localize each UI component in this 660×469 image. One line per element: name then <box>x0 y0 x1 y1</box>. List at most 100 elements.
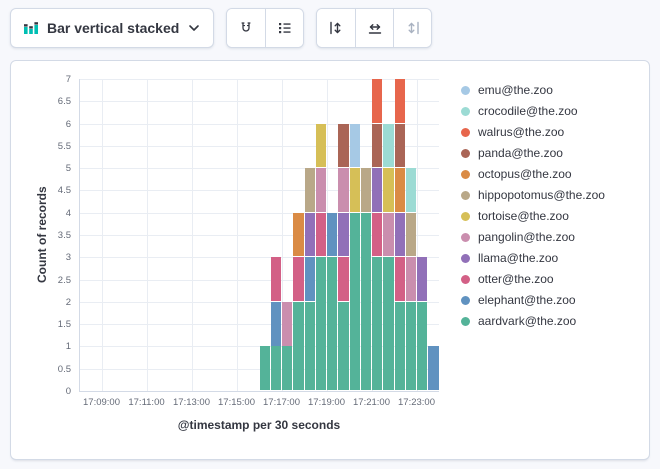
legend-item-label: tortoise@the.zoo <box>478 209 569 223</box>
bar-segment-elephant[interactable] <box>270 301 281 346</box>
x-tick-label: 17:09:00 <box>83 397 120 408</box>
bar-segment-elephant[interactable] <box>327 212 338 257</box>
bar-segment-otter[interactable] <box>270 257 281 302</box>
bar-segment-otter[interactable] <box>338 257 349 302</box>
bar-segment-hippopotomus[interactable] <box>405 212 416 257</box>
legend-item-label: pangolin@the.zoo <box>478 230 575 244</box>
bar-segment-aardvark[interactable] <box>338 301 349 391</box>
bar-segment-llama[interactable] <box>394 212 405 257</box>
bar-segment-panda[interactable] <box>338 123 349 168</box>
legend-color-dot <box>461 106 470 116</box>
bar-segment-aardvark[interactable] <box>282 346 293 391</box>
visual-options-button[interactable] <box>227 9 266 47</box>
bar-segment-otter[interactable] <box>315 212 326 257</box>
legend-item-label: crocodile@the.zoo <box>478 104 578 118</box>
bar-segment-crocodile[interactable] <box>405 168 416 212</box>
y-tick-label: 0.5 <box>57 363 71 375</box>
x-axis-title: @timestamp per 30 seconds <box>177 418 341 432</box>
legend-item-label: aardvark@the.zoo <box>478 314 577 328</box>
bar-segment-pangolin[interactable] <box>315 168 326 212</box>
bar-segment-aardvark[interactable] <box>405 301 416 391</box>
bar-stacked-icon <box>23 20 39 36</box>
legend-item[interactable]: walrus@the.zoo <box>461 125 605 139</box>
y-gridline <box>79 145 439 147</box>
y-gridline <box>79 190 439 192</box>
bottom-axis-button[interactable] <box>355 9 394 47</box>
bar-segment-pangolin[interactable] <box>405 257 416 302</box>
bar-segment-aardvark[interactable] <box>417 301 428 391</box>
bar-segment-panda[interactable] <box>394 123 405 168</box>
chart-type-dropdown[interactable]: Bar vertical stacked <box>10 8 215 48</box>
legend-item[interactable]: crocodile@the.zoo <box>461 104 605 118</box>
legend-color-dot <box>461 295 470 305</box>
x-tick-label: 17:21:00 <box>353 397 390 408</box>
bar-segment-aardvark[interactable] <box>394 301 405 391</box>
y-gridline <box>79 168 439 170</box>
x-gridline <box>191 79 193 391</box>
bar-segment-otter[interactable] <box>394 257 405 302</box>
legend-item[interactable]: otter@the.zoo <box>461 272 605 286</box>
bar-segment-pangolin[interactable] <box>383 212 394 257</box>
legend-item[interactable]: llama@the.zoo <box>461 251 605 265</box>
x-tick-label: 17:13:00 <box>173 397 210 408</box>
bar-segment-otter[interactable] <box>293 257 304 302</box>
bar-segment-octopus[interactable] <box>293 212 304 257</box>
legend-color-dot <box>461 274 470 284</box>
y-tick-label: 7 <box>65 74 71 85</box>
y-gridline <box>79 301 439 303</box>
bar-segment-aardvark[interactable] <box>372 257 383 391</box>
bar-segment-aardvark[interactable] <box>383 257 394 391</box>
legend-item[interactable]: hippopotomus@the.zoo <box>461 188 605 202</box>
bar-segment-llama[interactable] <box>304 212 315 257</box>
bar-segment-aardvark[interactable] <box>360 212 371 391</box>
y-tick-label: 6 <box>65 118 71 130</box>
bar-segment-aardvark[interactable] <box>270 346 281 391</box>
bar-segment-octopus[interactable] <box>394 168 405 212</box>
bar-segment-aardvark[interactable] <box>349 212 360 391</box>
bar-segment-crocodile[interactable] <box>383 123 394 168</box>
bar-segment-llama[interactable] <box>338 212 349 257</box>
bar-segment-tortoise[interactable] <box>383 168 394 212</box>
bar-segment-aardvark[interactable] <box>304 301 315 391</box>
legend-item[interactable]: aardvark@the.zoo <box>461 314 605 328</box>
x-tick-label: 17:11:00 <box>128 397 165 408</box>
y-gridline <box>79 324 439 326</box>
legend-item[interactable]: elephant@the.zoo <box>461 293 605 307</box>
bar-segment-emu[interactable] <box>349 123 360 168</box>
y-tick-label: 2 <box>65 296 71 308</box>
legend-settings-button[interactable] <box>265 9 304 47</box>
x-gridline <box>416 79 418 391</box>
bar-segment-panda[interactable] <box>372 123 383 168</box>
legend-item[interactable]: pangolin@the.zoo <box>461 230 605 244</box>
bar-segment-pangolin[interactable] <box>282 301 293 346</box>
bar-segment-pangolin[interactable] <box>338 168 349 212</box>
bar-segment-tortoise[interactable] <box>315 123 326 168</box>
bar-segment-walrus[interactable] <box>372 79 383 123</box>
bar-segment-aardvark[interactable] <box>315 257 326 391</box>
legend-color-dot <box>461 253 470 263</box>
bar-segment-elephant[interactable] <box>304 257 315 302</box>
bar-segment-elephant[interactable] <box>428 346 439 391</box>
left-axis-button[interactable] <box>317 9 356 47</box>
legend-item-label: llama@the.zoo <box>478 251 559 265</box>
right-axis-button <box>393 9 432 47</box>
x-axis-line <box>79 391 439 392</box>
legend-color-dot <box>461 169 470 179</box>
bar-segment-tortoise[interactable] <box>349 168 360 212</box>
bar-segment-llama[interactable] <box>372 168 383 212</box>
bar-segment-llama[interactable] <box>417 257 428 302</box>
bar-segment-walrus[interactable] <box>394 79 405 123</box>
legend-item[interactable]: tortoise@the.zoo <box>461 209 605 223</box>
legend-item[interactable]: octopus@the.zoo <box>461 167 605 181</box>
bar-segment-hippopotomus[interactable] <box>360 168 371 212</box>
bar-segment-otter[interactable] <box>372 212 383 257</box>
bar-segment-aardvark[interactable] <box>259 346 270 391</box>
magnet-icon <box>238 20 254 36</box>
bar-segment-aardvark[interactable] <box>293 301 304 391</box>
legend-item-label: elephant@the.zoo <box>478 293 576 307</box>
bar-segment-hippopotomus[interactable] <box>304 168 315 212</box>
bar-segment-aardvark[interactable] <box>327 257 338 391</box>
legend-item[interactable]: emu@the.zoo <box>461 83 605 97</box>
legend-item[interactable]: panda@the.zoo <box>461 146 605 160</box>
chart-area: Count of records @timestamp per 30 secon… <box>11 61 649 459</box>
